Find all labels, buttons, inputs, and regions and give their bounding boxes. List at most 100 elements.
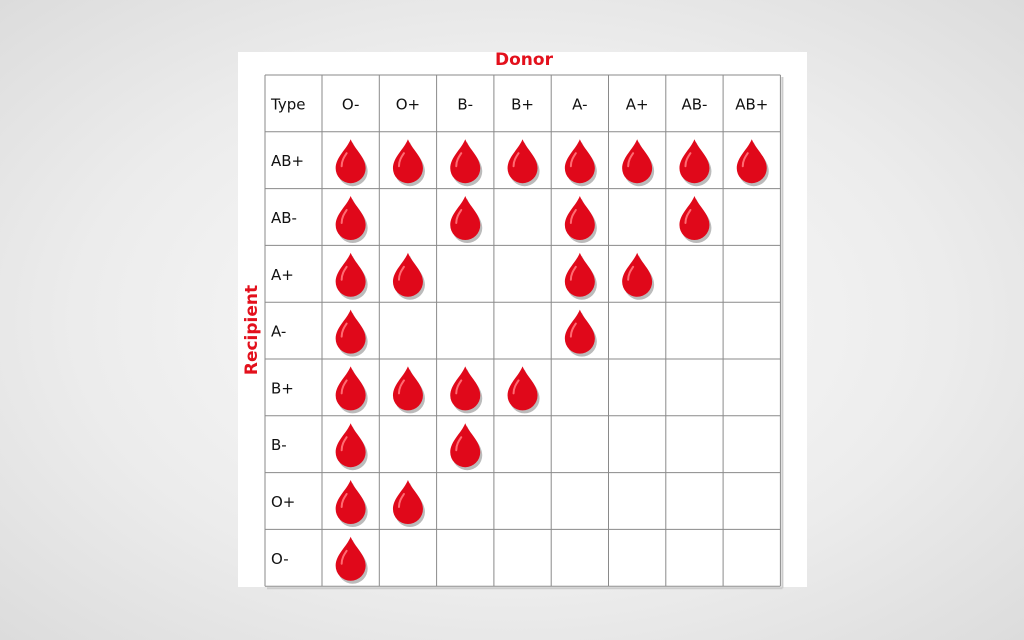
drop xyxy=(679,139,710,184)
blood-drop xyxy=(450,139,483,187)
blood-drop xyxy=(564,252,597,300)
drop-highlight xyxy=(455,209,463,224)
blood-drop xyxy=(335,252,368,300)
drop-highlight xyxy=(512,152,520,168)
drop-highlight xyxy=(512,379,520,395)
blood-drop xyxy=(335,366,368,414)
blood-drop xyxy=(392,366,425,414)
drop-highlight xyxy=(627,265,635,281)
drop-highlight xyxy=(340,265,348,281)
blood-drop xyxy=(335,423,368,471)
drop xyxy=(564,139,595,184)
blood-drop xyxy=(564,139,597,187)
blood-drop xyxy=(450,196,483,243)
row-label: AB- xyxy=(271,209,297,227)
row-label: A+ xyxy=(271,266,294,284)
column-header: A+ xyxy=(626,95,649,113)
drop xyxy=(335,139,366,184)
drop-highlight xyxy=(455,152,463,168)
drop xyxy=(392,366,423,411)
drop xyxy=(335,423,366,468)
drop-highlight xyxy=(569,152,577,168)
column-header: O+ xyxy=(396,95,420,113)
drop xyxy=(335,536,366,581)
blood-drop xyxy=(564,196,597,243)
drop-highlight xyxy=(397,493,405,508)
blood-drop xyxy=(622,252,655,300)
drop xyxy=(450,139,481,184)
blood-drop xyxy=(392,252,425,300)
drop xyxy=(564,252,595,297)
drop xyxy=(622,139,653,184)
blood-drop xyxy=(679,139,712,187)
drop xyxy=(450,196,481,240)
drop-highlight xyxy=(569,322,577,338)
blood-drop xyxy=(450,366,483,414)
drop xyxy=(392,480,423,524)
blood-drop xyxy=(507,139,540,187)
drop-highlight xyxy=(569,209,577,224)
row-label: O- xyxy=(271,550,289,568)
blood-drop xyxy=(335,196,368,243)
blood-drop xyxy=(335,480,368,527)
blood-drop xyxy=(736,139,769,187)
column-header: B- xyxy=(457,95,473,113)
blood-drop xyxy=(622,139,655,187)
drop xyxy=(622,252,653,297)
drop xyxy=(335,309,366,354)
drop-highlight xyxy=(684,209,692,224)
row-label: A- xyxy=(271,323,286,341)
drop xyxy=(564,196,595,240)
drop-highlight xyxy=(340,493,348,508)
drop-highlight xyxy=(340,379,348,395)
drop xyxy=(507,366,538,411)
blood-drop xyxy=(507,366,540,414)
column-header: O- xyxy=(342,95,360,113)
recipient-label: Recipient xyxy=(242,285,262,375)
column-header: AB- xyxy=(681,95,707,113)
drop-highlight xyxy=(455,436,463,452)
drop-highlight xyxy=(340,549,348,565)
blood-drop xyxy=(450,423,483,471)
blood-drop xyxy=(335,309,368,357)
drop xyxy=(392,139,423,184)
drop-highlight xyxy=(340,152,348,168)
blood-drop xyxy=(392,480,425,527)
blood-drop xyxy=(392,139,425,187)
drop xyxy=(335,366,366,411)
drop xyxy=(679,196,710,240)
column-header: AB+ xyxy=(735,95,768,113)
drop xyxy=(335,196,366,240)
drop xyxy=(736,139,767,184)
column-header: A- xyxy=(572,95,587,113)
blood-drop xyxy=(335,139,368,187)
donor-title: Donor xyxy=(495,50,554,70)
blood-drop xyxy=(564,309,597,357)
drop-highlight xyxy=(340,322,348,338)
drop xyxy=(335,252,366,297)
drop-highlight xyxy=(627,152,635,168)
drop-highlight xyxy=(397,379,405,395)
drop-highlight xyxy=(684,152,692,168)
drop xyxy=(507,139,538,184)
drop-highlight xyxy=(569,265,577,281)
drop-highlight xyxy=(741,152,749,168)
row-label: B- xyxy=(271,436,287,454)
row-label: O+ xyxy=(271,493,295,511)
blood-drop xyxy=(335,536,368,584)
drop xyxy=(450,423,481,468)
row-label: AB+ xyxy=(271,152,304,170)
drop xyxy=(392,252,423,297)
column-header: B+ xyxy=(511,95,534,113)
drop xyxy=(450,366,481,411)
column-header: Type xyxy=(270,95,305,113)
drop-highlight xyxy=(397,265,405,281)
drop xyxy=(564,309,595,354)
blood-drop xyxy=(679,196,712,243)
drop-highlight xyxy=(340,209,348,224)
drop xyxy=(335,480,366,524)
drop-highlight xyxy=(455,379,463,395)
row-label: B+ xyxy=(271,379,294,397)
